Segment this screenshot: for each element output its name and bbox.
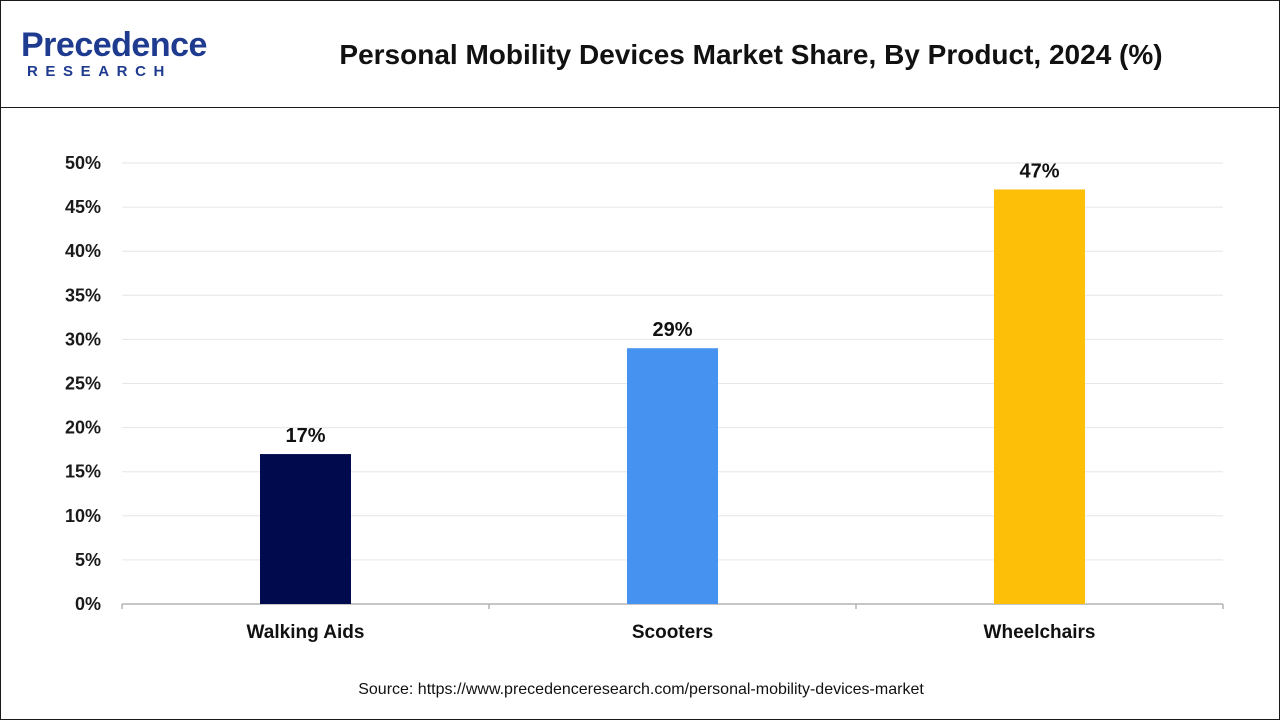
header: Precedence RESEARCH Personal Mobility De… (1, 1, 1279, 108)
y-tick-label: 0% (75, 594, 101, 614)
data-label: 47% (1019, 160, 1059, 182)
y-tick-label: 40% (65, 241, 101, 261)
x-tick-label: Walking Aids (247, 622, 365, 643)
bar (994, 189, 1085, 604)
bars (260, 189, 1085, 604)
data-label: 29% (652, 319, 692, 341)
logo-wordmark: Precedence (21, 26, 207, 64)
x-tick-label: Wheelchairs (984, 622, 1096, 643)
y-tick-label: 10% (65, 506, 101, 526)
source-note: Source: https://www.precedenceresearch.c… (358, 681, 924, 698)
y-tick-label: 35% (65, 285, 101, 305)
y-tick-label: 45% (65, 197, 101, 217)
brand-logo: Precedence RESEARCH (21, 25, 221, 85)
labels: 17% Walking Aids 29% Scooters 47% Wheelchairs (247, 160, 1096, 643)
y-tick-label: 50% (65, 153, 101, 173)
bar (260, 454, 351, 604)
x-tick-label: Scooters (632, 622, 713, 643)
logo-subtitle: RESEARCH (27, 63, 172, 80)
y-tick-label: 5% (75, 550, 101, 570)
y-tick-label: 15% (65, 462, 101, 482)
bar (627, 348, 718, 604)
chart-title: Personal Mobility Devices Market Share, … (339, 39, 1163, 70)
y-tick-label: 20% (65, 418, 101, 438)
data-label: 17% (285, 425, 325, 447)
y-tick-label: 30% (65, 329, 101, 349)
y-tick-label: 25% (65, 374, 101, 394)
